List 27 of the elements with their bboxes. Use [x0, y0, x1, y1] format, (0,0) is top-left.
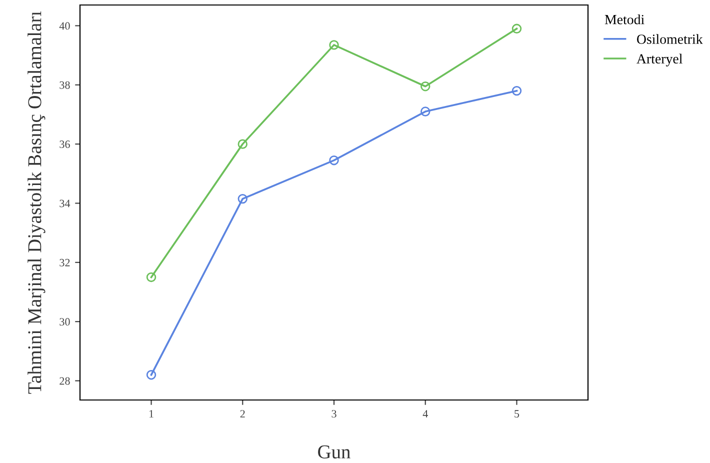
- x-tick-label: 2: [240, 410, 245, 418]
- point: [238, 139, 248, 149]
- legend-title: Metodi: [604, 14, 644, 24]
- point: [146, 370, 156, 380]
- point: [512, 86, 522, 96]
- point: [512, 24, 522, 34]
- point: [420, 106, 430, 116]
- y-tick-label: 36: [60, 140, 70, 148]
- y-tick-label: 32: [60, 258, 70, 266]
- y-axis-title: Tahmini Marjinal Diyastolik Basınç Ortalamaları: [28, 11, 46, 394]
- y-tick-label: 34: [60, 200, 70, 208]
- x-axis-title: Gun: [318, 445, 350, 458]
- x-tick-label: 1: [149, 410, 154, 418]
- y-tick-label: 40: [59, 22, 70, 30]
- x-tick-label: 5: [514, 410, 520, 418]
- point: [329, 155, 339, 166]
- legend-label: Arteryel: [636, 54, 682, 66]
- y-tick-label: 38: [60, 81, 70, 89]
- point: [329, 40, 339, 50]
- point: [420, 82, 430, 92]
- y-tick-label: 30: [60, 318, 70, 326]
- x-tick-label: 3: [332, 410, 336, 418]
- x-tick-label: 4: [422, 410, 428, 418]
- point: [146, 272, 156, 282]
- legend-label: Osilometrik: [637, 34, 703, 44]
- point: [238, 194, 248, 204]
- y-tick-label: 28: [60, 377, 70, 385]
